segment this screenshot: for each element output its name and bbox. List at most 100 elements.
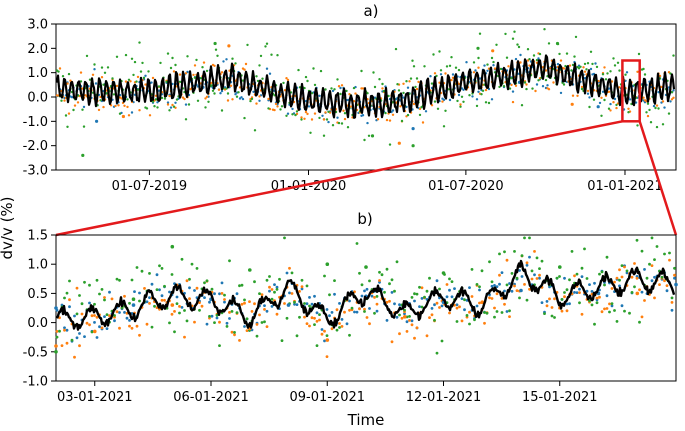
data-point	[670, 296, 674, 300]
data-point	[516, 43, 519, 46]
data-point	[563, 291, 566, 294]
data-point	[188, 297, 191, 301]
data-point	[352, 86, 356, 90]
data-point	[368, 279, 371, 283]
data-point	[486, 69, 489, 73]
data-point	[335, 328, 339, 332]
data-point	[480, 300, 485, 305]
data-point	[115, 84, 119, 88]
data-point	[435, 279, 439, 283]
data-point	[148, 272, 151, 275]
data-point	[185, 279, 189, 283]
data-point	[477, 90, 480, 94]
data-point	[323, 339, 326, 343]
data-point	[448, 288, 451, 292]
data-point	[548, 297, 551, 301]
data-point	[417, 80, 420, 84]
data-point	[100, 66, 104, 69]
data-point	[538, 273, 541, 277]
data-point	[170, 273, 174, 276]
data-point	[145, 107, 149, 110]
data-point	[468, 286, 471, 289]
data-point	[655, 245, 659, 248]
data-point	[468, 94, 471, 97]
data-point	[610, 287, 614, 290]
data-point	[293, 302, 296, 306]
data-point	[414, 85, 417, 89]
data-point	[370, 294, 374, 298]
data-point	[373, 311, 376, 315]
data-point	[580, 85, 584, 89]
data-point	[202, 61, 206, 64]
data-point	[253, 280, 256, 284]
data-point	[222, 60, 225, 63]
data-point	[387, 94, 390, 98]
data-point	[563, 295, 566, 299]
data-point	[565, 309, 569, 313]
data-point	[510, 83, 513, 87]
data-point	[304, 110, 308, 114]
data-point	[235, 95, 239, 98]
data-point	[510, 272, 514, 275]
data-point	[88, 301, 91, 305]
data-point	[327, 120, 330, 124]
data-point	[441, 100, 444, 103]
data-point	[410, 323, 414, 327]
data-point	[528, 255, 531, 259]
data-point	[323, 329, 326, 333]
x-tick-label: 06-01-2021	[173, 390, 249, 405]
data-point	[55, 330, 59, 333]
data-point	[433, 72, 437, 75]
data-point	[275, 288, 279, 291]
data-point	[67, 112, 71, 115]
data-point	[338, 326, 341, 329]
data-point	[412, 102, 416, 106]
data-point	[97, 108, 101, 112]
data-point	[669, 100, 672, 103]
data-point	[481, 89, 485, 93]
data-point	[261, 77, 264, 80]
data-point	[150, 282, 154, 286]
data-point	[218, 344, 221, 347]
data-point	[145, 300, 149, 304]
data-point	[558, 265, 562, 269]
data-point	[321, 114, 324, 118]
data-point	[601, 90, 605, 94]
data-point	[148, 114, 152, 117]
smoothed-series-line	[55, 54, 676, 119]
data-point	[213, 292, 216, 296]
data-point	[304, 75, 308, 79]
data-point	[615, 103, 618, 107]
data-point	[530, 277, 534, 281]
data-point	[388, 143, 392, 146]
data-point	[93, 302, 96, 306]
data-point	[438, 306, 441, 309]
data-point	[73, 355, 76, 359]
data-point	[423, 295, 426, 299]
data-point	[70, 96, 74, 99]
data-point	[138, 291, 141, 295]
data-point	[184, 72, 188, 75]
data-point	[480, 269, 484, 273]
data-point	[627, 111, 630, 114]
data-point	[323, 274, 326, 278]
data-point	[313, 112, 317, 115]
data-point	[610, 304, 614, 308]
data-point	[649, 121, 653, 124]
data-point	[650, 264, 654, 267]
data-point	[373, 85, 377, 89]
data-point	[72, 108, 75, 112]
data-point	[424, 110, 428, 113]
y-tick-label: -1.0	[23, 375, 48, 390]
data-point	[203, 281, 206, 285]
data-point	[653, 296, 656, 300]
data-point	[385, 300, 389, 304]
data-point	[79, 71, 83, 74]
data-point	[657, 91, 660, 94]
data-point	[591, 62, 594, 66]
data-point	[267, 97, 270, 101]
data-point	[590, 290, 594, 293]
data-point	[168, 109, 171, 112]
data-point	[553, 316, 556, 319]
data-point	[243, 116, 246, 120]
